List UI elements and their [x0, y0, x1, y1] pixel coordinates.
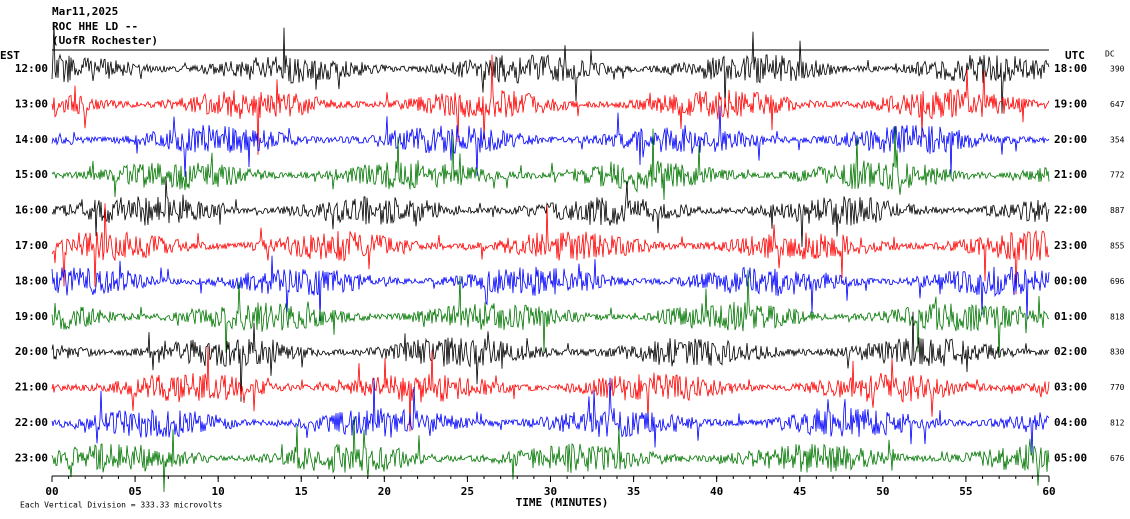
dc-value: 772	[1110, 171, 1125, 180]
x-axis-title: TIME (MINUTES)	[516, 496, 609, 509]
x-tick-label: 50	[876, 485, 889, 498]
dc-value: 354	[1110, 135, 1125, 144]
x-tick-label: 45	[793, 485, 806, 498]
trace	[51, 269, 1050, 358]
utc-time: 19:00	[1054, 97, 1087, 110]
utc-time: 20:00	[1054, 133, 1087, 146]
trace	[51, 125, 1050, 200]
dc-value: 830	[1110, 348, 1125, 357]
x-tick-label: 55	[959, 485, 972, 498]
station: ROC HHE LD --	[52, 20, 138, 33]
est-time: 15:00	[15, 168, 48, 181]
utc-time: 03:00	[1054, 381, 1087, 394]
dc-value: 812	[1110, 419, 1125, 428]
x-tick-label: 40	[710, 485, 723, 498]
trace	[51, 346, 1050, 432]
x-tick-label: 15	[295, 485, 308, 498]
utc-time: 23:00	[1054, 239, 1087, 252]
est-time: 16:00	[15, 204, 48, 217]
traces	[51, 21, 1050, 493]
dc-value: 855	[1110, 242, 1125, 251]
x-tick-label: 30	[544, 485, 557, 498]
utc-time: 21:00	[1054, 168, 1087, 181]
dc-label: DC	[1105, 50, 1115, 59]
date: Mar11,2025	[52, 5, 118, 18]
est-label: EST	[0, 49, 20, 62]
x-tick-label: 35	[627, 485, 640, 498]
dc-value: 647	[1110, 100, 1125, 109]
utc-time: 18:00	[1054, 62, 1087, 75]
est-time: 14:00	[15, 133, 48, 146]
dc-value: 887	[1110, 206, 1125, 215]
dc-value: 696	[1110, 277, 1125, 286]
trace	[51, 203, 1050, 295]
est-time: 17:00	[15, 239, 48, 252]
utc-time: 02:00	[1054, 345, 1087, 358]
est-time: 12:00	[15, 62, 48, 75]
x-tick-label: 10	[212, 485, 225, 498]
trace	[51, 311, 1050, 402]
trace	[51, 177, 1050, 248]
est-time: 18:00	[15, 274, 48, 287]
dc-value: 676	[1110, 454, 1125, 463]
location: (UofR Rochester)	[52, 34, 158, 47]
trace	[51, 377, 1050, 456]
dc-value: 390	[1110, 65, 1125, 74]
footer: Each Vertical Division = 333.33 microvol…	[20, 501, 222, 510]
trace	[51, 255, 1050, 322]
est-time: 23:00	[15, 451, 48, 464]
trace	[51, 416, 1050, 493]
dc-value: 770	[1110, 383, 1125, 392]
utc-time: 01:00	[1054, 310, 1087, 323]
trace	[51, 54, 1050, 155]
trace	[51, 21, 1050, 114]
utc-label: UTC	[1065, 49, 1085, 62]
est-time: 22:00	[15, 416, 48, 429]
x-tick-label: 00	[45, 485, 58, 498]
utc-time: 05:00	[1054, 451, 1087, 464]
est-time: 13:00	[15, 97, 48, 110]
est-time: 20:00	[15, 345, 48, 358]
x-tick-label: 25	[461, 485, 474, 498]
utc-time: 00:00	[1054, 274, 1087, 287]
utc-time: 22:00	[1054, 204, 1087, 217]
dc-value: 818	[1110, 312, 1125, 321]
utc-time: 04:00	[1054, 416, 1087, 429]
x-tick-label: 60	[1042, 485, 1055, 498]
x-tick-label: 20	[378, 485, 391, 498]
est-time: 21:00	[15, 381, 48, 394]
x-tick-label: 05	[128, 485, 141, 498]
trace	[51, 105, 1050, 178]
est-time: 19:00	[15, 310, 48, 323]
